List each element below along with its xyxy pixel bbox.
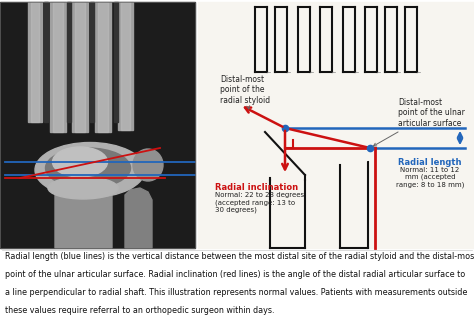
Text: Distal-most
point of the ulnar
articular surface: Distal-most point of the ulnar articular… bbox=[374, 98, 465, 146]
Bar bbox=[44, 2, 48, 122]
Bar bbox=[28, 2, 42, 122]
Bar bbox=[114, 2, 118, 122]
Ellipse shape bbox=[35, 142, 145, 197]
Ellipse shape bbox=[304, 73, 332, 93]
Bar bbox=[90, 2, 94, 122]
Ellipse shape bbox=[53, 147, 108, 177]
Text: a line perpendicular to radial shaft. This illustration represents normal values: a line perpendicular to radial shaft. Th… bbox=[5, 288, 467, 297]
Text: Radial inclination: Radial inclination bbox=[215, 183, 298, 192]
Bar bbox=[67, 2, 71, 122]
Text: Radial length (blue lines) is the vertical distance between the most distal site: Radial length (blue lines) is the vertic… bbox=[5, 252, 474, 261]
Bar bbox=[118, 2, 133, 130]
Bar bbox=[75, 2, 85, 132]
Bar bbox=[95, 2, 111, 132]
Text: Normal: 11 to 12
mm (accepted
range: 8 to 18 mm): Normal: 11 to 12 mm (accepted range: 8 t… bbox=[396, 167, 464, 188]
Polygon shape bbox=[55, 178, 112, 248]
Polygon shape bbox=[125, 188, 152, 248]
Text: Distal-most
point of the
radial styloid: Distal-most point of the radial styloid bbox=[220, 75, 270, 109]
Ellipse shape bbox=[339, 145, 369, 165]
Text: point of the ulnar articular surface. Radial inclination (red lines) is the angl: point of the ulnar articular surface. Ra… bbox=[5, 270, 465, 279]
Bar bbox=[50, 2, 66, 132]
Bar bbox=[31, 2, 39, 122]
Ellipse shape bbox=[133, 149, 163, 181]
Ellipse shape bbox=[46, 148, 130, 188]
Ellipse shape bbox=[281, 75, 309, 95]
Ellipse shape bbox=[363, 104, 387, 126]
Ellipse shape bbox=[321, 93, 349, 117]
Bar bbox=[72, 2, 88, 132]
Bar bbox=[121, 2, 130, 130]
Ellipse shape bbox=[255, 80, 285, 100]
Bar bbox=[98, 2, 108, 132]
Bar bbox=[0, 2, 195, 248]
Ellipse shape bbox=[351, 80, 375, 100]
Ellipse shape bbox=[298, 93, 328, 117]
Ellipse shape bbox=[247, 102, 283, 128]
Ellipse shape bbox=[274, 96, 306, 120]
Text: Radial length: Radial length bbox=[398, 158, 462, 167]
Text: these values require referral to an orthopedic surgeon within days.: these values require referral to an orth… bbox=[5, 306, 274, 315]
Ellipse shape bbox=[342, 95, 370, 121]
Bar bbox=[198, 2, 474, 248]
Bar bbox=[53, 2, 63, 132]
Bar bbox=[0, 2, 195, 248]
Ellipse shape bbox=[329, 75, 355, 95]
Text: Normal: 22 to 23 degrees
(accepted range: 13 to
30 degrees): Normal: 22 to 23 degrees (accepted range… bbox=[215, 192, 304, 213]
Ellipse shape bbox=[48, 177, 118, 199]
